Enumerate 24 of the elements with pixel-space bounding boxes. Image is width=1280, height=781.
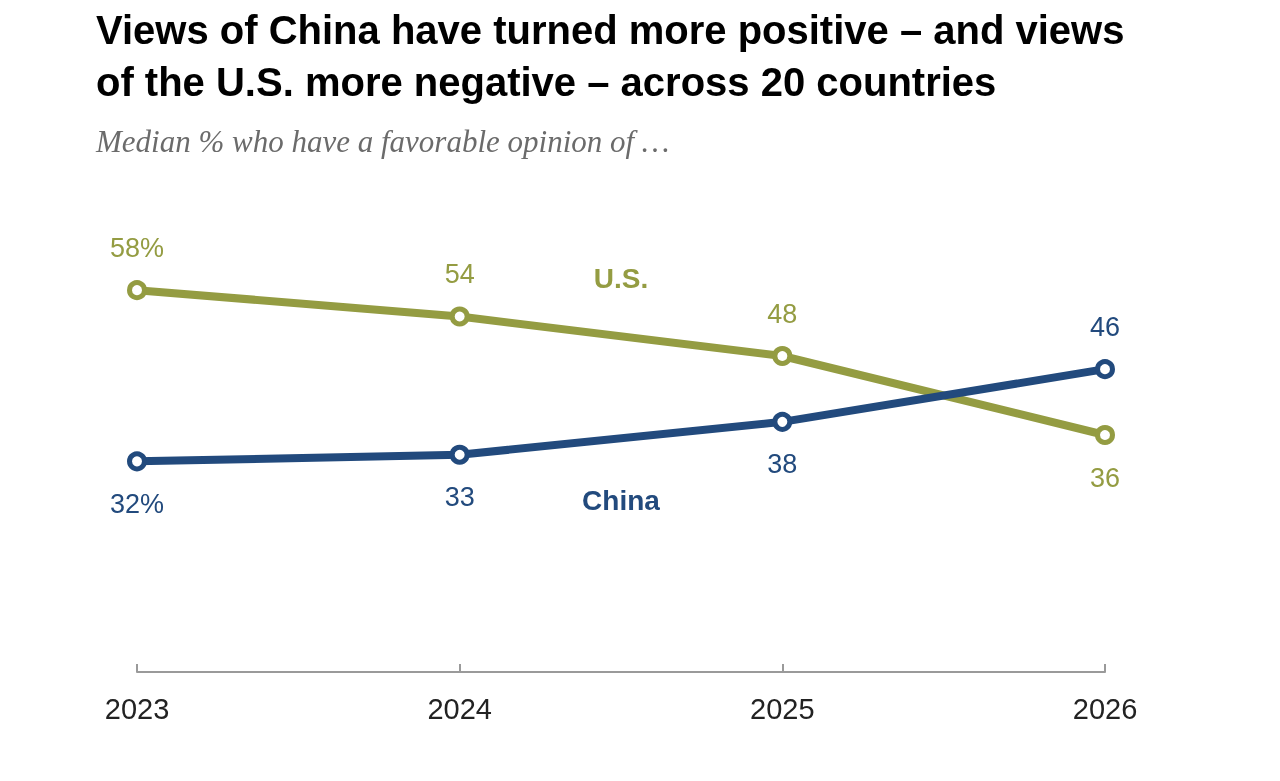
- point: [449, 306, 470, 327]
- point: [127, 280, 147, 301]
- data-label: 58%: [109, 232, 165, 263]
- x-tick-label: 2025: [750, 692, 815, 725]
- chart-subtitle: Median % who have a favorable opinion of …: [95, 124, 670, 159]
- series-label: China: [582, 484, 661, 516]
- point: [772, 411, 793, 432]
- point: [449, 444, 470, 465]
- data-label: 32%: [109, 488, 165, 519]
- data-label: 48: [767, 298, 798, 329]
- series-label: U.S.: [593, 262, 649, 294]
- data-label: 33: [444, 482, 475, 513]
- data-label: 36: [1089, 462, 1121, 493]
- x-tick-label: 2026: [1072, 692, 1138, 725]
- chart-title: Views of China have turned more positive – and views of the U.S. more negative – across 20 countries: [96, 8, 1136, 104]
- point: [127, 451, 147, 472]
- data-label: 38: [767, 449, 798, 480]
- point: [772, 346, 793, 366]
- point: [1095, 425, 1115, 445]
- data-label: 54: [444, 259, 475, 289]
- x-tick-label: 2023: [104, 692, 170, 725]
- point: [1095, 359, 1115, 380]
- data-label: 46: [1089, 311, 1121, 342]
- x-tick-label: 2024: [427, 692, 492, 725]
